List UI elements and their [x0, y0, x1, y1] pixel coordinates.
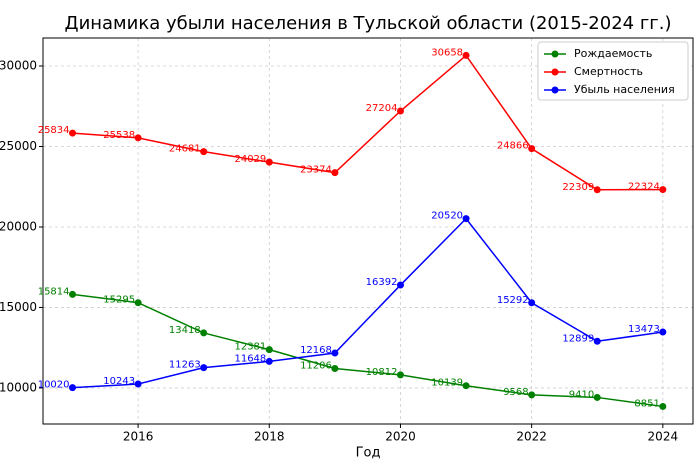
data-label: 15814: [38, 286, 70, 297]
point: [134, 380, 142, 388]
point: [396, 281, 404, 289]
point: [396, 371, 404, 379]
point: [331, 169, 339, 177]
data-label: 24681: [169, 144, 201, 155]
data-label: 9410: [569, 389, 594, 400]
legend-marker: [551, 50, 559, 58]
data-label: 24866: [497, 141, 529, 152]
data-label: 11263: [169, 360, 201, 371]
data-label: 11648: [234, 353, 266, 364]
y-tick-label: 25000: [0, 139, 37, 153]
x-axis-label: Год: [356, 446, 381, 461]
data-label: 13418: [169, 325, 201, 336]
data-label: 13473: [628, 324, 660, 335]
point: [528, 391, 536, 399]
point: [69, 384, 77, 392]
plot-frame: [42, 37, 694, 425]
data-label: 11206: [300, 361, 332, 372]
point: [396, 107, 404, 115]
legend-box: [537, 41, 689, 101]
data-label: 9568: [503, 387, 528, 398]
point: [200, 148, 208, 156]
data-label: 12381: [234, 342, 266, 353]
point: [462, 51, 470, 59]
x-tick-label: 2018: [254, 430, 285, 444]
data-label: 25538: [103, 130, 135, 141]
point: [528, 145, 536, 153]
point: [265, 357, 273, 365]
point: [134, 299, 142, 307]
data-label: 24029: [234, 154, 266, 165]
data-label: 25834: [38, 125, 70, 136]
y-tick-label: 30000: [0, 59, 37, 73]
point: [659, 328, 667, 336]
point: [69, 290, 77, 298]
chart-title: Динамика убыли населения в Тульской обла…: [65, 13, 672, 34]
y-tick-label: 20000: [0, 219, 37, 233]
data-label: 12899: [562, 333, 594, 344]
series-line: [72, 54, 663, 191]
point: [331, 365, 339, 373]
legend-marker: [551, 86, 559, 94]
y-tick-label: 10000: [0, 380, 37, 394]
data-label: 15295: [103, 295, 135, 306]
point: [659, 402, 667, 410]
data-label: 10139: [431, 378, 463, 389]
point: [200, 329, 208, 337]
series-line: [72, 217, 663, 389]
data-label: 23374: [300, 165, 332, 176]
point: [69, 129, 77, 137]
point: [659, 186, 667, 194]
point: [265, 158, 273, 166]
series-line: [72, 293, 663, 408]
data-label: 12168: [300, 345, 332, 356]
point: [462, 382, 470, 390]
data-label: 10243: [103, 376, 135, 387]
point: [528, 299, 536, 307]
data-label: 22309: [562, 182, 594, 193]
data-label: 16392: [366, 277, 398, 288]
point: [331, 349, 339, 357]
point: [593, 337, 601, 345]
data-label: 30658: [431, 47, 463, 58]
y-tick-label: 15000: [0, 300, 37, 314]
x-tick-label: 2020: [385, 430, 416, 444]
data-label: 10812: [366, 367, 398, 378]
data-label: 15292: [497, 295, 529, 306]
data-label: 8851: [634, 398, 659, 409]
x-tick-label: 2022: [516, 430, 547, 444]
point: [134, 134, 142, 142]
x-tick-label: 2016: [123, 430, 154, 444]
point: [265, 346, 273, 354]
legend-label: Смертность: [574, 65, 643, 78]
legend-marker: [551, 68, 559, 76]
point: [593, 393, 601, 401]
x-tick-label: 2024: [648, 430, 679, 444]
point: [200, 364, 208, 372]
data-label: 27204: [366, 103, 398, 114]
legend-label: Убыль населения: [574, 83, 675, 96]
data-label: 22324: [628, 182, 660, 193]
data-label: 10020: [38, 380, 70, 391]
point: [462, 215, 470, 223]
data-label: 20520: [431, 211, 463, 222]
legend-label: Рождаемость: [574, 47, 652, 60]
point: [593, 186, 601, 194]
